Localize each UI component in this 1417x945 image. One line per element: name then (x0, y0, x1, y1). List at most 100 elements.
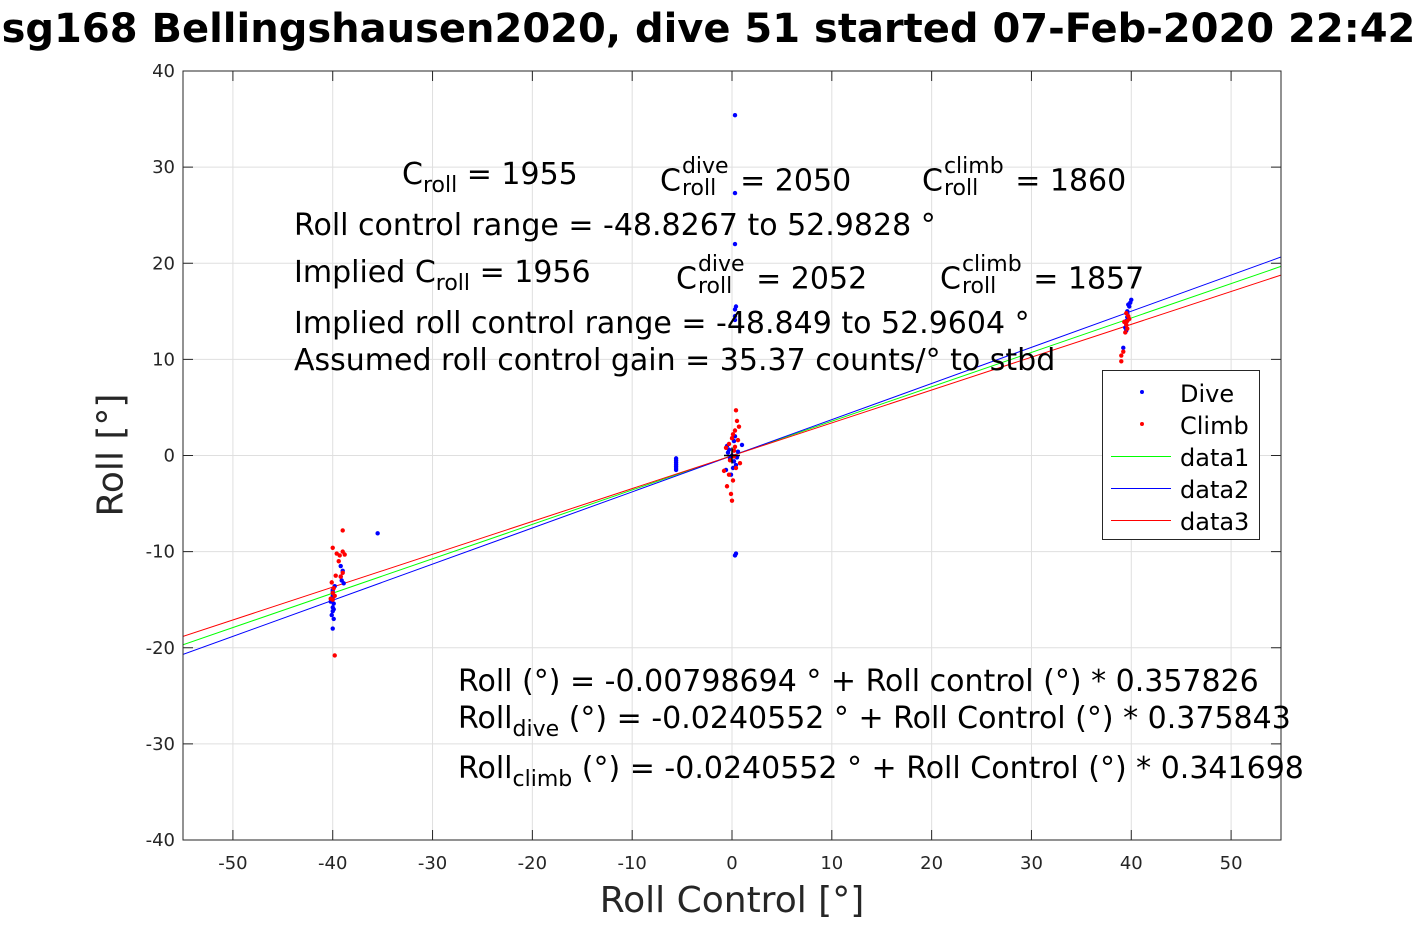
fit-equation-dive: Rolldive (°) = -0.0240552 ° + Roll Contr… (458, 701, 1291, 742)
point-climb (1121, 349, 1126, 354)
c-roll-annotation: Croll = 1955 (402, 157, 578, 198)
point-climb (730, 432, 736, 437)
y-tick-label: 20 (152, 253, 175, 274)
legend-label-dive: Dive (1180, 380, 1235, 408)
point-climb (340, 570, 345, 575)
point-dive (331, 607, 336, 612)
point-climb (1125, 326, 1130, 331)
legend-label-climb: Climb (1180, 412, 1249, 440)
implied-c-roll-annotation: Implied Croll = 1956 (294, 255, 591, 296)
point-climb (732, 444, 738, 450)
legend-data1-line (1111, 456, 1171, 457)
y-tick-label: -20 (146, 638, 175, 659)
point-climb (731, 448, 737, 453)
legend-item-climb: Climb (1103, 408, 1259, 440)
legend-dive-marker (1140, 390, 1144, 394)
point-climb (728, 491, 734, 497)
point-climb (730, 478, 736, 483)
point-dive (330, 626, 335, 631)
point-climb (1119, 359, 1124, 364)
y-tick-label: -40 (146, 830, 175, 851)
x-tick-label: 30 (1020, 853, 1043, 874)
point-dive (732, 190, 738, 196)
point-dive (338, 563, 343, 569)
point-dive (732, 553, 738, 558)
x-tick-label: 50 (1220, 853, 1243, 874)
point-climb (338, 574, 343, 579)
point-climb (333, 573, 338, 578)
y-tick-label: -30 (146, 734, 175, 755)
point-climb (726, 441, 732, 447)
fit-equation-climb: Rollclimb (°) = -0.0240552 ° + Roll Cont… (458, 751, 1304, 792)
point-climb (729, 435, 735, 441)
legend-label-data2: data2 (1180, 476, 1250, 504)
point-climb (736, 424, 742, 429)
x-tick-label: 20 (920, 853, 943, 874)
point-climb (732, 428, 738, 433)
point-climb (735, 437, 741, 443)
x-tick-label: -10 (617, 853, 646, 874)
legend-item-data3: data3 (1103, 504, 1259, 536)
x-tick-label: -20 (518, 853, 547, 874)
legend-label-data1: data1 (1180, 444, 1250, 472)
point-climb (336, 559, 341, 564)
x-tick-label: 0 (726, 853, 737, 874)
point-climb (723, 445, 729, 451)
legend: Dive Climb data1 data2 data3 (1102, 370, 1260, 540)
y-tick-label: 10 (152, 349, 175, 370)
y-tick-label: -10 (146, 542, 175, 563)
legend-item-dive: Dive (1103, 376, 1259, 408)
point-climb (340, 528, 345, 533)
point-climb (332, 653, 337, 658)
x-tick-label: 10 (820, 853, 843, 874)
point-climb (1127, 316, 1132, 322)
point-climb (1122, 319, 1127, 325)
legend-data2-line (1111, 488, 1171, 489)
y-axis-label: Roll [°] (90, 393, 132, 517)
point-dive (739, 442, 745, 448)
legend-item-data2: data2 (1103, 472, 1259, 504)
point-climb (733, 465, 739, 471)
point-dive (735, 449, 741, 454)
point-dive (1129, 297, 1134, 302)
roll-control-range: Roll control range = -48.8267 to 52.9828… (294, 208, 936, 243)
point-dive (331, 616, 336, 622)
assumed-roll-control-gain: Assumed roll control gain = 35.37 counts… (294, 343, 1056, 378)
point-climb (733, 408, 739, 413)
point-climb (726, 472, 732, 477)
point-climb (330, 545, 335, 550)
legend-climb-marker (1140, 422, 1144, 426)
point-dive (375, 531, 380, 536)
point-dive (732, 307, 738, 312)
x-tick-label: 40 (1120, 853, 1143, 874)
y-tick-label: 30 (152, 157, 175, 178)
point-climb (330, 597, 335, 602)
point-dive (731, 459, 737, 464)
point-climb (737, 460, 743, 466)
point-dive (1126, 302, 1131, 307)
point-climb (342, 552, 347, 557)
point-dive (1121, 345, 1126, 351)
point-climb (1124, 311, 1129, 316)
x-tick-label: -40 (318, 853, 347, 874)
point-climb (329, 580, 334, 585)
implied-roll-control-range: Implied roll control range = -48.849 to … (294, 306, 1030, 341)
point-dive (329, 612, 334, 618)
point-climb (331, 585, 336, 591)
origin-marker (724, 447, 740, 464)
point-dive (341, 581, 346, 586)
point-dive (732, 317, 738, 323)
x-axis-label: Roll Control [°] (599, 880, 865, 921)
point-climb (1123, 330, 1128, 335)
point-dive (732, 113, 738, 118)
y-tick-label: 0 (164, 446, 175, 467)
point-dive (673, 467, 679, 473)
point-dive (725, 450, 731, 455)
fit-equation-all: Roll (°) = -0.00798694 ° + Roll control … (458, 664, 1259, 699)
chart-title: sg168 Bellingshausen2020, dive 51 starte… (1, 6, 1416, 52)
point-dive (732, 241, 738, 247)
